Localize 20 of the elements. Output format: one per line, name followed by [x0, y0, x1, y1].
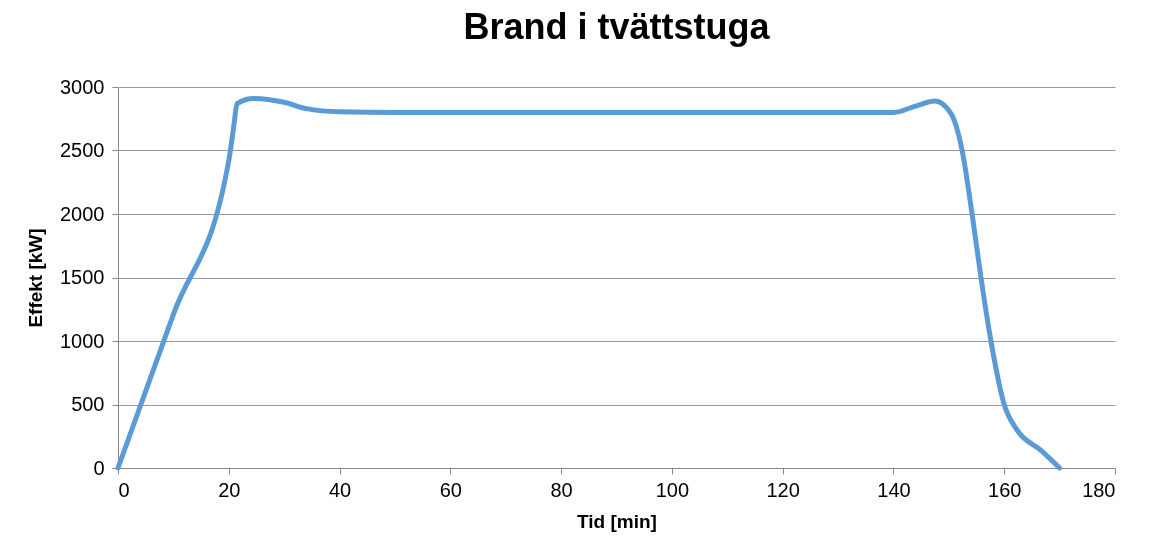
y-tick-label: 2500 — [60, 139, 105, 161]
x-tick-label: 20 — [218, 478, 241, 501]
x-tick-label: 60 — [439, 478, 462, 501]
x-tick-label: 160 — [988, 478, 1022, 501]
x-tick-label: 40 — [328, 478, 352, 501]
x-axis-title: Tid [min] — [577, 510, 657, 532]
y-axis-title: Effekt [kW] — [25, 228, 47, 328]
x-tick-label: 0 — [118, 478, 130, 501]
x-tick-label: 120 — [766, 478, 800, 501]
y-tick-label: 0 — [93, 456, 105, 479]
x-tick-label: 80 — [550, 478, 573, 501]
y-tick-label: 1000 — [60, 329, 105, 352]
x-tick-label: 140 — [877, 478, 911, 501]
y-tick-label: 3000 — [60, 75, 105, 98]
chart-title: Brand i tvättstuga — [463, 6, 771, 47]
y-tick-label: 500 — [71, 393, 105, 415]
y-tick-label: 1500 — [60, 266, 105, 288]
x-tick-label: 100 — [655, 478, 690, 501]
x-tick-label: 180 — [1082, 478, 1116, 501]
y-tick-label: 2000 — [60, 202, 105, 225]
